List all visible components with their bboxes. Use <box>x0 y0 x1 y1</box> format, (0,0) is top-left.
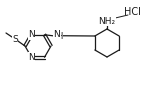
Text: HCl: HCl <box>124 7 140 17</box>
Text: N: N <box>28 30 35 39</box>
Text: N: N <box>28 53 35 62</box>
Text: H: H <box>56 32 63 41</box>
Text: N: N <box>54 30 60 39</box>
Text: S: S <box>12 34 18 44</box>
Text: NH₂: NH₂ <box>98 16 116 25</box>
